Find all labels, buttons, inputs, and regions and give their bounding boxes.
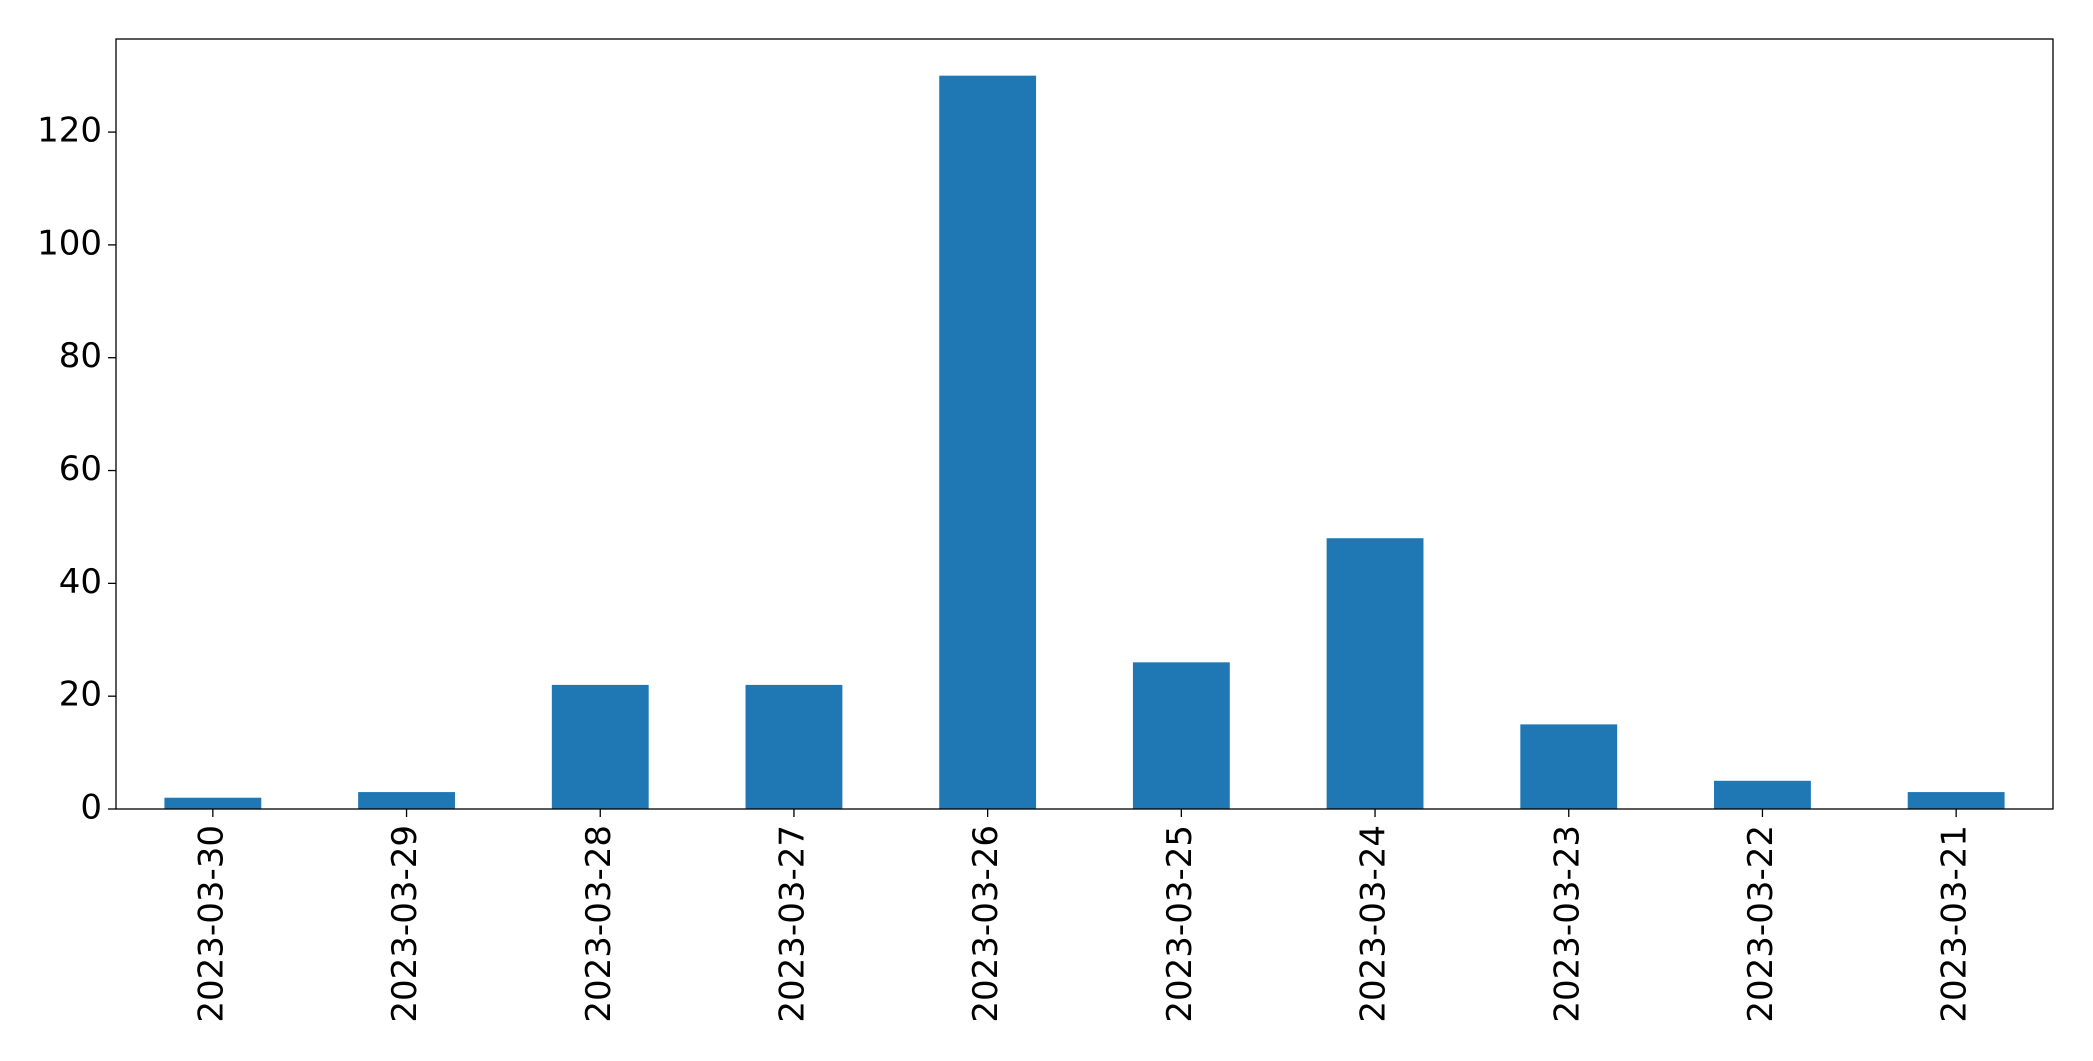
x-tick-label: 2023-03-29: [385, 825, 425, 1023]
y-tick-label: 120: [37, 111, 102, 151]
x-tick-label: 2023-03-25: [1160, 825, 1200, 1023]
bar: [745, 684, 843, 809]
bar: [551, 684, 649, 809]
y-tick-label: 40: [59, 562, 102, 602]
x-tick-label: 2023-03-22: [1741, 825, 1781, 1023]
x-tick-label: 2023-03-30: [191, 825, 231, 1023]
bar: [1132, 662, 1230, 809]
x-tick-label: 2023-03-24: [1354, 825, 1394, 1023]
plot-frame: [115, 38, 2054, 810]
bar: [939, 75, 1037, 809]
bar: [164, 797, 262, 809]
x-tick-label: 2023-03-27: [772, 825, 812, 1023]
x-tick-label: 2023-03-28: [579, 825, 619, 1023]
y-tick-label: 100: [37, 223, 102, 263]
y-tick-label: 0: [80, 788, 102, 828]
bar: [358, 792, 455, 809]
x-tick-label: 2023-03-23: [1547, 825, 1587, 1023]
y-tick-label: 60: [59, 449, 102, 489]
x-tick-label: 2023-03-26: [966, 825, 1006, 1023]
bar: [1326, 538, 1424, 809]
y-tick-label: 20: [59, 675, 102, 715]
x-tick-label: 2023-03-21: [1935, 825, 1975, 1023]
bar: [1714, 780, 1811, 809]
bar: [1907, 792, 2005, 809]
y-tick-label: 80: [59, 336, 102, 376]
bar: [1520, 724, 1618, 809]
